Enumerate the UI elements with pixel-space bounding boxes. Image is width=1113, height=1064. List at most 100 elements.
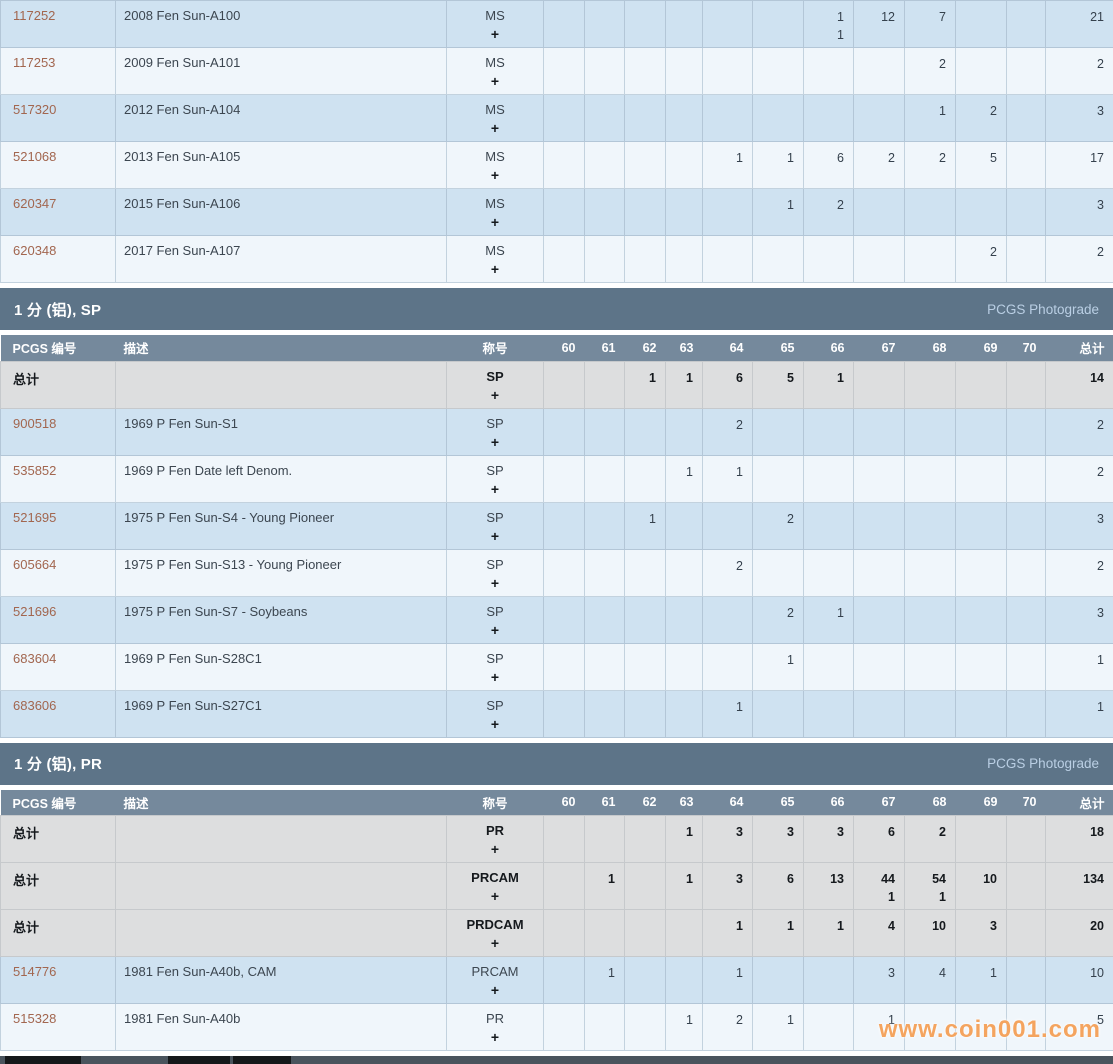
col-header-grade-61: 61 [585,790,625,816]
total-count: 2 [1097,559,1104,573]
photograde-link[interactable]: PCGS Photograde [987,756,1099,771]
plus-designation-label: + [491,261,499,277]
grade-cell-70 [1007,48,1046,95]
grade-count: 1 [686,1013,693,1027]
pcgs-number-link[interactable]: 514776 [13,964,56,979]
grade-count: 7 [939,10,946,24]
grade-count: 2 [787,512,794,526]
grade-cell-65: 1 [753,643,804,690]
grade-cell-63 [666,189,703,236]
grade-count: 3 [990,919,997,933]
total-cell: 134 [1046,863,1113,910]
grade-cell-62: 1 [625,361,666,408]
grade-count: 1 [686,371,693,385]
plus-designation-label: + [491,214,499,230]
grade-count: 1 [686,872,693,886]
pcgs-number-link[interactable]: 521696 [13,604,56,619]
grade-cell-66 [804,643,854,690]
grade-cell-70 [1007,863,1046,910]
grade-cell-70 [1007,95,1046,142]
pcgs-number-link[interactable]: 605664 [13,557,56,572]
designation-label: SP [486,369,503,384]
pcgs-number-link[interactable]: 620348 [13,243,56,258]
grade-cell-65 [753,957,804,1004]
pcgs-number-link[interactable]: 535852 [13,463,56,478]
grade-cell-61 [585,1,625,48]
grade-cell-67: 12 [854,1,905,48]
grade-count: 1 [608,966,615,980]
grade-cell-61 [585,502,625,549]
designation-label: PR [486,1011,504,1026]
pcgs-number-link[interactable]: 517320 [13,102,56,117]
pcgs-number-cell: 总计 [1,910,116,957]
designation-cell: SP+ [447,455,544,502]
grade-cell-62 [625,643,666,690]
grade-count: 1 [787,919,794,933]
grade-cell-64 [703,502,753,549]
pcgs-number-link[interactable]: 620347 [13,196,56,211]
total-cell: 2 [1046,408,1113,455]
grade-count: 2 [736,559,743,573]
col-header-grade-70: 70 [1007,335,1046,361]
pcgs-number-link[interactable]: 515328 [13,1011,56,1026]
grade-cell-66 [804,1004,854,1051]
grade-cell-66: 13 [804,863,854,910]
grade-cell-65: 5 [753,361,804,408]
grade-cell-60 [544,957,585,1004]
grade-cell-66 [804,95,854,142]
pcgs-number-cell: 620348 [1,236,116,283]
grade-cell-62 [625,549,666,596]
description-cell: 2009 Fen Sun-A101 [116,48,447,95]
grade-cell-61 [585,643,625,690]
grade-cell-63 [666,95,703,142]
grade-cell-60 [544,863,585,910]
grade-cell-65: 1 [753,142,804,189]
grade-cell-60 [544,189,585,236]
photograde-link[interactable]: PCGS Photograde [987,302,1099,317]
designation-label: MS [485,8,505,23]
grade-cell-63 [666,596,703,643]
grade-cell-66: 1 [804,910,854,957]
designation-label: SP [486,604,503,619]
pcgs-number-link[interactable]: 521068 [13,149,56,164]
col-header-grade-61: 61 [585,335,625,361]
grade-cell-65 [753,95,804,142]
total-cell: 3 [1046,596,1113,643]
description-cell: 1969 P Fen Date left Denom. [116,455,447,502]
grade-count: 3 [736,872,743,886]
pcgs-number-link[interactable]: 683606 [13,698,56,713]
col-header-description: 描述 [116,790,447,816]
grade-cell-69 [956,549,1007,596]
pcgs-number-link[interactable]: 117253 [13,55,55,70]
grade-cell-61 [585,236,625,283]
total-count: 3 [1097,104,1104,118]
grade-count: 1 [649,512,656,526]
designation-cell: SP+ [447,502,544,549]
totals-label: 总计 [13,920,39,935]
total-count: 21 [1090,10,1104,24]
col-header-grade-67: 67 [854,790,905,816]
grade-cell-67 [854,596,905,643]
designation-cell: MS+ [447,95,544,142]
pcgs-number-link[interactable]: 683604 [13,651,56,666]
grade-cell-60 [544,48,585,95]
grade-cell-67: 3 [854,957,905,1004]
grade-cell-62 [625,957,666,1004]
pcgs-number-link[interactable]: 117252 [13,8,55,23]
description-cell [116,863,447,910]
grade-cell-66 [804,549,854,596]
designation-cell: PR+ [447,816,544,863]
designation-cell: PRCAM+ [447,957,544,1004]
grade-cell-63: 1 [666,816,703,863]
pcgs-number-link[interactable]: 900518 [13,416,56,431]
grade-cell-64: 2 [703,549,753,596]
pcgs-number-link[interactable]: 521695 [13,510,56,525]
grade-cell-65: 1 [753,1004,804,1051]
